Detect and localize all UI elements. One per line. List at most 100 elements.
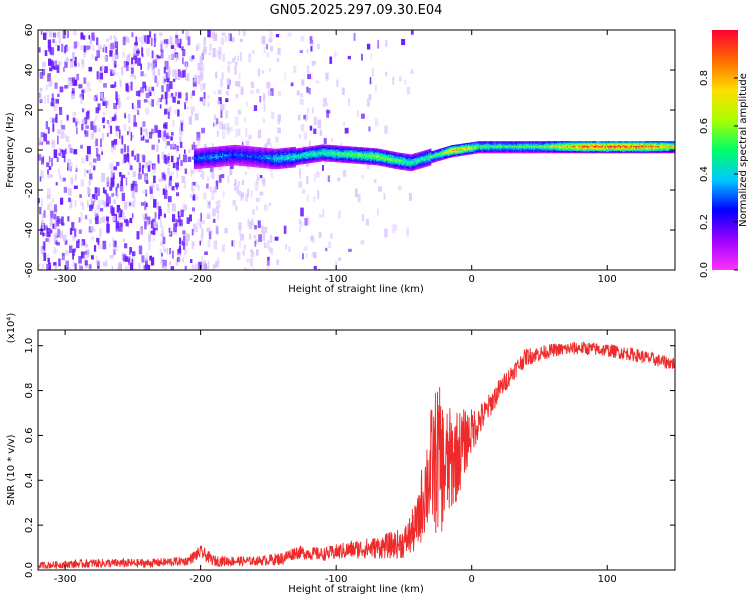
spectrogram-ridge-cell bbox=[255, 158, 257, 161]
spectrogram-ridge-cell bbox=[347, 154, 349, 156]
spectrogram-noise-cell bbox=[75, 164, 78, 170]
spectrogram-ridge-cell bbox=[289, 155, 291, 158]
spectrogram-ridge-cell bbox=[240, 146, 242, 148]
spectrogram-ridge-cell bbox=[315, 147, 317, 150]
spectrogram-noise-cell bbox=[147, 165, 151, 172]
spectrogram-ridge-cell bbox=[374, 161, 377, 163]
spectrogram-ridge-cell bbox=[245, 161, 248, 163]
spectrogram-ridge-cell bbox=[226, 158, 228, 161]
spectrogram-ridge-cell bbox=[280, 157, 282, 160]
spectrogram-noise-cell bbox=[61, 252, 65, 261]
spectrogram-ridge-cell bbox=[281, 156, 283, 158]
spectrogram-ridge-cell bbox=[396, 160, 398, 162]
spectrogram-ridge-cell bbox=[288, 165, 290, 167]
spectrogram-ridge-cell bbox=[417, 156, 419, 158]
spectrogram-ridge-cell bbox=[217, 151, 219, 153]
spectrogram-ridge-cell bbox=[293, 162, 295, 164]
spectrogram-ridge-cell bbox=[287, 156, 289, 158]
spectrogram-ridge-cell bbox=[300, 158, 302, 160]
spectrogram-ridge-cell bbox=[288, 158, 290, 160]
spectrogram-noise-cell bbox=[220, 103, 224, 111]
spectrogram-ridge-cell bbox=[328, 144, 330, 147]
spectrogram-ridge-cell bbox=[329, 144, 331, 147]
spectrogram-ridge-cell bbox=[402, 159, 404, 161]
spectrogram-noise-cell bbox=[134, 42, 138, 46]
spectrogram-noise-cell bbox=[62, 234, 67, 242]
spectrogram-ridge-cell bbox=[419, 155, 421, 157]
spectrogram-ridge-cell bbox=[208, 158, 210, 160]
spectrogram-ridge-cell bbox=[277, 161, 279, 164]
spectrogram-ridge-cell bbox=[408, 168, 410, 170]
spectrogram-ridge-cell bbox=[405, 160, 407, 163]
spectrogram-ridge-cell bbox=[399, 152, 402, 155]
spectrogram-ridge-cell bbox=[249, 157, 251, 159]
spectrogram-ridge-cell bbox=[446, 153, 448, 156]
spectrogram-noise-cell bbox=[285, 244, 287, 250]
spectrogram-ridge-cell bbox=[328, 150, 330, 153]
spectrogram-ridge-cell bbox=[283, 159, 286, 162]
spectrogram-noise-cell bbox=[263, 46, 266, 53]
spectrogram-ridge-cell bbox=[239, 146, 241, 148]
spectrogram-noise-cell bbox=[145, 176, 148, 180]
spectrogram-ridge-cell bbox=[214, 158, 216, 161]
spectrogram-noise-cell bbox=[41, 157, 44, 165]
spectrogram-ridge-cell bbox=[270, 165, 272, 167]
spectrogram-ridge-cell bbox=[231, 149, 233, 152]
spectrogram-ridge-cell bbox=[208, 165, 210, 167]
spectrogram-noise-cell bbox=[191, 111, 193, 116]
spectrogram-ridge-cell bbox=[253, 162, 255, 164]
spectrogram-noise-cell bbox=[263, 242, 267, 249]
spectrogram-ridge-cell bbox=[308, 160, 310, 163]
spectrogram-ridge-cell bbox=[354, 161, 356, 163]
spectrogram-ridge-cell bbox=[325, 157, 327, 160]
spectrogram-noise-cell bbox=[166, 38, 169, 45]
spectrogram-ridge-cell bbox=[210, 153, 212, 155]
spectrogram-ridge-cell bbox=[198, 159, 200, 161]
spectrogram-noise-cell bbox=[164, 91, 168, 100]
spectrogram-noise-cell bbox=[101, 216, 106, 223]
spectrogram-noise-cell bbox=[101, 66, 106, 71]
spectrogram-ridge-cell bbox=[249, 149, 251, 152]
spectrogram-noise-cell bbox=[150, 37, 153, 46]
spectrogram-ridge-cell bbox=[212, 161, 214, 163]
spectrogram-ridge-cell bbox=[292, 165, 294, 167]
spectrogram-ridge-cell bbox=[284, 155, 287, 157]
spectrogram-ridge-cell bbox=[411, 162, 413, 164]
spectrogram-ridge-cell bbox=[232, 153, 235, 155]
spectrogram-ridge-cell bbox=[422, 161, 424, 163]
spectrogram-noise-cell bbox=[68, 167, 71, 171]
spectrogram-ridge-cell bbox=[440, 149, 442, 152]
spectrogram-ridge-cell bbox=[216, 147, 218, 150]
spectrogram-ridge-cell bbox=[269, 163, 271, 166]
spectrogram-ridge-cell bbox=[303, 149, 305, 151]
spectrogram-noise-cell bbox=[137, 57, 141, 66]
spectrogram-ridge-cell bbox=[290, 164, 292, 166]
spectrogram-noise-cell bbox=[221, 174, 225, 179]
spectrogram-ridge-cell bbox=[302, 159, 304, 161]
spectrogram-ridge-cell bbox=[363, 149, 365, 152]
spectrogram-ridge-cell bbox=[303, 148, 305, 150]
spectrogram-ridge-cell bbox=[406, 168, 408, 170]
spectrogram-ridge-cell bbox=[267, 167, 269, 169]
spectrogram-ridge-cell bbox=[430, 161, 432, 164]
spectrogram-ridge-cell bbox=[382, 160, 384, 162]
spectrogram-ridge-cell bbox=[280, 163, 282, 166]
spectrogram-ridge-cell bbox=[330, 148, 332, 150]
spectrogram-ridge-cell bbox=[407, 153, 409, 156]
spectrogram-ridge-cell bbox=[374, 150, 377, 152]
spectrogram-ridge-cell bbox=[428, 164, 430, 167]
spectrogram-ridge-cell bbox=[417, 152, 419, 154]
spectrogram-noise-cell bbox=[94, 187, 98, 194]
spectrogram-ridge-cell bbox=[316, 150, 318, 152]
spectrogram-ridge-cell bbox=[248, 164, 250, 166]
spectrogram-ridge-cell bbox=[402, 154, 404, 156]
spectrogram-ridge-cell bbox=[203, 159, 205, 162]
spectrogram-ridge-cell bbox=[393, 154, 395, 156]
spectrogram-noise-cell bbox=[268, 82, 270, 87]
spectrogram-ridge-cell bbox=[384, 152, 386, 154]
spectrogram-noise-cell bbox=[206, 227, 211, 232]
spectrogram-noise-cell bbox=[299, 226, 301, 233]
spectrogram-noise-cell bbox=[257, 129, 262, 139]
spectrogram-ridge-cell bbox=[230, 164, 232, 166]
spectrogram-noise-cell bbox=[69, 228, 73, 235]
